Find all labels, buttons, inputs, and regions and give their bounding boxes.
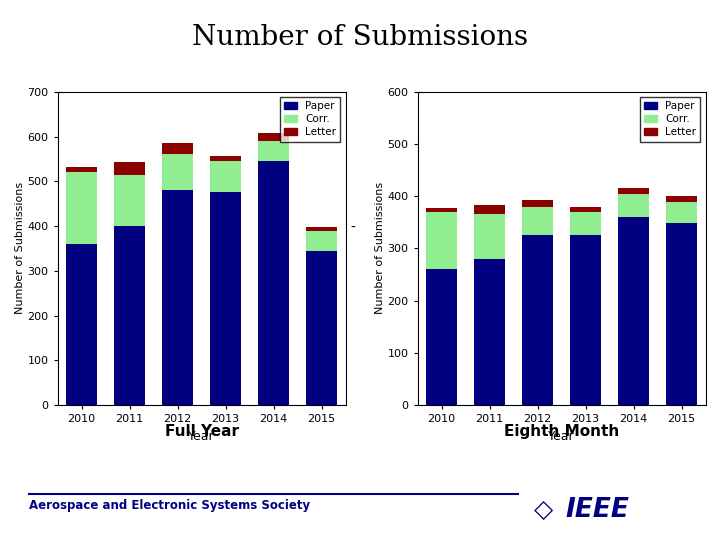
Text: Eighth Month: Eighth Month xyxy=(504,424,619,439)
Bar xyxy=(162,190,193,405)
Bar xyxy=(426,269,457,405)
Text: Number of Submissions: Number of Submissions xyxy=(192,24,528,51)
Text: IEEE: IEEE xyxy=(565,497,629,523)
Bar xyxy=(162,143,193,154)
Bar xyxy=(666,196,697,202)
Bar xyxy=(210,161,241,192)
Bar xyxy=(618,193,649,217)
Legend: Paper, Corr., Letter: Paper, Corr., Letter xyxy=(280,97,341,141)
Bar xyxy=(210,192,241,405)
Bar xyxy=(570,212,601,235)
Bar xyxy=(426,212,457,269)
X-axis label: Year: Year xyxy=(549,430,575,443)
Bar xyxy=(474,259,505,405)
Bar xyxy=(258,133,289,141)
Bar xyxy=(306,227,337,231)
Legend: Paper, Corr., Letter: Paper, Corr., Letter xyxy=(640,97,701,141)
Bar xyxy=(210,156,241,161)
Bar xyxy=(258,161,289,405)
Text: ◇: ◇ xyxy=(534,498,553,522)
Y-axis label: Number of Submissions: Number of Submissions xyxy=(374,183,384,314)
Bar xyxy=(426,208,457,212)
Bar xyxy=(474,214,505,259)
Bar xyxy=(258,141,289,161)
Bar xyxy=(66,244,97,405)
Bar xyxy=(474,205,505,214)
Bar xyxy=(66,167,97,172)
Bar xyxy=(570,235,601,405)
Bar xyxy=(666,224,697,405)
Bar xyxy=(162,154,193,190)
Bar xyxy=(522,207,553,235)
Bar xyxy=(114,174,145,226)
Bar xyxy=(66,172,97,244)
Bar xyxy=(522,200,553,207)
Bar xyxy=(306,251,337,405)
Bar xyxy=(306,231,337,251)
Text: -: - xyxy=(351,221,355,235)
Bar xyxy=(666,202,697,224)
Bar xyxy=(570,207,601,212)
Y-axis label: Number of Submissions: Number of Submissions xyxy=(14,183,24,314)
X-axis label: Year: Year xyxy=(189,430,215,443)
Text: Full Year: Full Year xyxy=(165,424,238,439)
Bar xyxy=(114,163,145,174)
Bar xyxy=(114,226,145,405)
Bar xyxy=(618,217,649,405)
Bar xyxy=(522,235,553,405)
Bar xyxy=(618,188,649,194)
Text: Aerospace and Electronic Systems Society: Aerospace and Electronic Systems Society xyxy=(29,500,310,512)
